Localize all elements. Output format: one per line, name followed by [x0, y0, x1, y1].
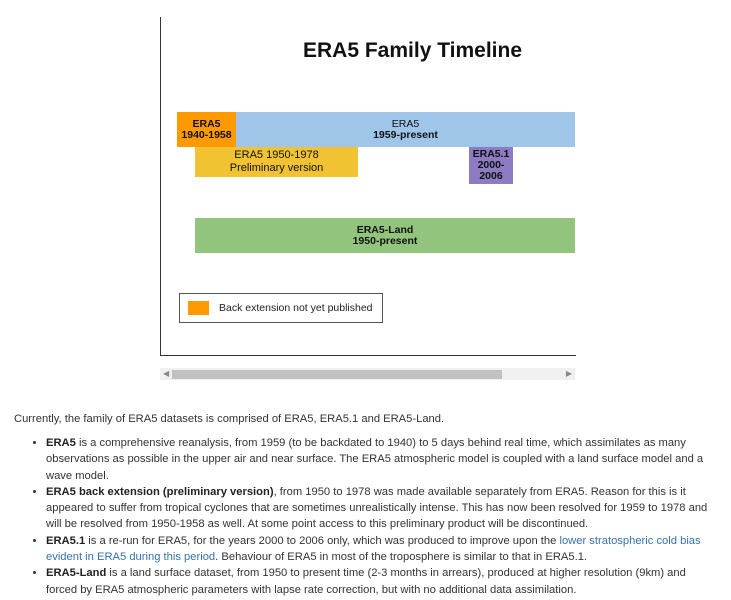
- legend-label: Back extension not yet published: [219, 302, 373, 314]
- bar-era5-1: ERA5.1 2000- 2006: [469, 147, 513, 184]
- item-text: is a re-run for ERA5, for the years 2000…: [85, 534, 560, 547]
- bar-period-end: 2006: [479, 170, 503, 182]
- list-item: ERA5 is a comprehensive reanalysis, from…: [46, 435, 714, 484]
- item-term: ERA5 back extension (preliminary version…: [46, 485, 274, 498]
- item-text: is a comprehensive reanalysis, from 1959…: [46, 437, 704, 482]
- bar-period: Preliminary version: [229, 162, 324, 174]
- bar-period: 1959-present: [373, 128, 438, 141]
- scroll-right-icon[interactable]: ▶: [565, 369, 572, 378]
- scrollbar-thumb[interactable]: [172, 370, 502, 379]
- item-text: , from 1950 to 1978 was made available s…: [46, 485, 708, 531]
- list-item: ERA5 back extension (preliminary version…: [46, 484, 714, 533]
- bar-label: ERA5: [192, 117, 221, 130]
- diagram-legend: Back extension not yet published: [179, 293, 383, 323]
- list-item: ERA5.1 is a re-run for ERA5, for the yea…: [46, 533, 714, 566]
- bar-period: 1950-present: [352, 234, 418, 247]
- list-item: ERA5-Land is a land surface dataset, fro…: [46, 565, 714, 598]
- horizontal-scrollbar[interactable]: ◀ ▶: [160, 368, 575, 380]
- legend-swatch: [188, 301, 209, 315]
- bar-label: ERA5 1950-1978: [234, 149, 319, 161]
- bar-era5-land: ERA5-Land 1950-present: [195, 218, 575, 253]
- bar-era5: ERA5 1959-present: [236, 112, 575, 147]
- bar-label: ERA5.1: [472, 148, 510, 160]
- bar-period-start: 2000-: [477, 159, 505, 171]
- item-term: ERA5-Land: [46, 567, 107, 580]
- item-term: ERA5: [46, 437, 76, 449]
- bar-period: 1940-1958: [181, 128, 232, 141]
- article-body: Currently, the family of ERA5 datasets i…: [14, 413, 714, 598]
- bar-label: ERA5-Land: [356, 223, 414, 236]
- intro-paragraph: Currently, the family of ERA5 datasets i…: [14, 413, 445, 425]
- bar-era5-preliminary: ERA5 1950-1978 Preliminary version: [195, 147, 358, 177]
- item-text-continued: . Behaviour of ERA5 in most of the tropo…: [215, 551, 588, 564]
- scroll-left-icon[interactable]: ◀: [163, 369, 170, 378]
- bar-label: ERA5: [391, 117, 420, 130]
- diagram-title: ERA5 Family Timeline: [303, 39, 523, 62]
- item-term: ERA5.1: [46, 534, 86, 547]
- timeline-diagram: [160, 17, 576, 356]
- bar-era5-back-extension: ERA5 1940-1958: [177, 112, 236, 147]
- cold-bias-link[interactable]: lower stratospheric cold bias evident in…: [46, 534, 701, 564]
- dataset-list: ERA5 is a comprehensive reanalysis, from…: [14, 435, 714, 598]
- item-text: is a land surface dataset, from 1950 to …: [46, 567, 686, 596]
